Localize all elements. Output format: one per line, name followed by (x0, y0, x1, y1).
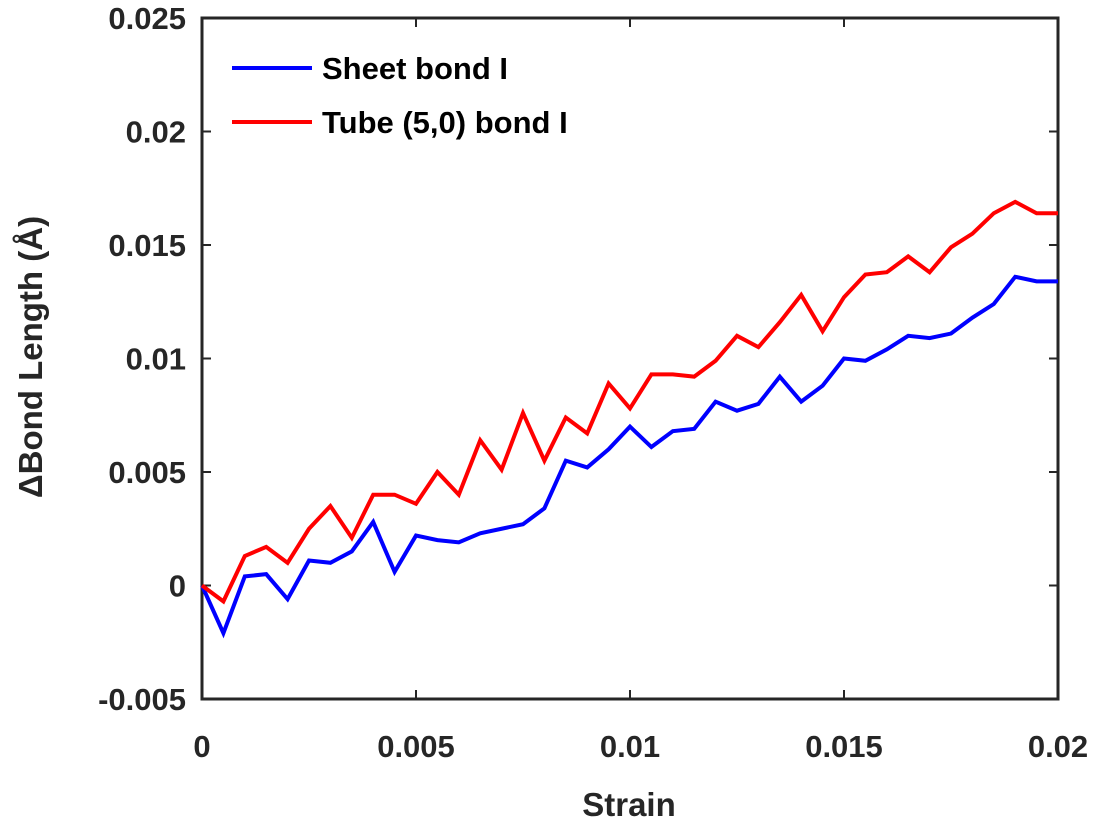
y-axis-label: ΔBond Length (Å) (12, 216, 49, 498)
x-tick-label: 0.005 (377, 729, 455, 764)
y-tick-label: 0.025 (108, 1, 186, 36)
legend: Sheet bond I Tube (5,0) bond I (232, 51, 568, 140)
y-tick-label: -0.005 (98, 682, 186, 717)
series-line-sheet-bond (200, 274, 1058, 639)
x-axis-label: Strain (582, 786, 676, 822)
x-tick-label: 0.015 (805, 729, 883, 764)
y-tick-label: 0.01 (126, 342, 186, 377)
x-tick-label: 0 (193, 729, 210, 764)
plot-frame (200, 16, 1060, 701)
axis-ticks (201, 17, 1059, 700)
y-tick-label: 0.005 (108, 455, 186, 490)
y-tick-label: 0.015 (108, 228, 186, 263)
x-tick-label: 0.02 (1028, 729, 1088, 764)
x-tick-labels: 0 0.005 0.01 0.015 0.02 (193, 729, 1088, 764)
x-tick-label: 0.01 (600, 729, 660, 764)
series-lines (200, 199, 1058, 639)
legend-label-tube: Tube (5,0) bond I (322, 105, 568, 140)
y-tick-label: 0 (169, 569, 186, 604)
y-tick-label: 0.02 (126, 115, 186, 150)
series-line-tube-bond (200, 199, 1058, 605)
plot-area (200, 16, 1060, 701)
legend-label-sheet: Sheet bond I (322, 51, 508, 86)
y-tick-labels: -0.005 0 0.005 0.01 0.015 0.02 0.025 (98, 1, 186, 717)
